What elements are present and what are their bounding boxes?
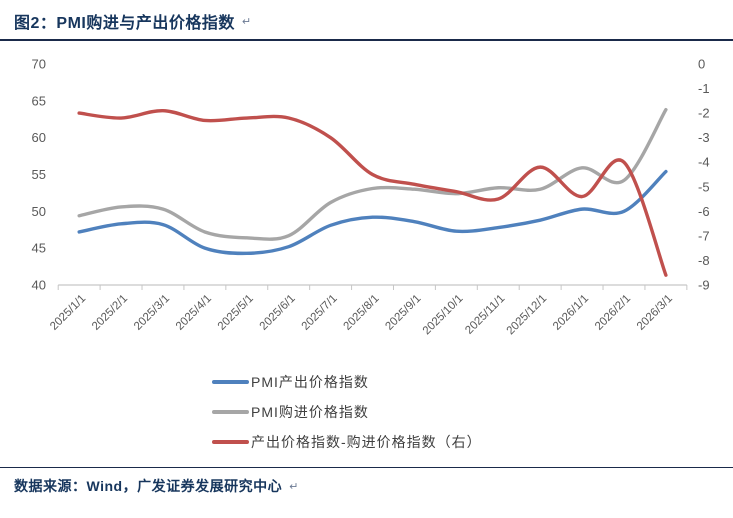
y-axis-right-tick-label: -8	[698, 253, 710, 268]
legend-swatch-blue-line	[212, 380, 249, 384]
y-axis-left-tick-label: 55	[32, 167, 46, 182]
y-axis-right-tick-label: -6	[698, 204, 710, 219]
x-axis-label: 2025/4/1	[174, 293, 214, 333]
y-axis-right-tick-label: -9	[698, 278, 710, 293]
x-axis-label: 2025/12/1	[505, 293, 550, 338]
x-axis-label: 2025/11/1	[463, 293, 507, 337]
figure-title-row: 图2：PMI购进与产出价格指数 ↵	[14, 9, 251, 33]
legend-item-output-price: PMI产出价格指数	[212, 367, 482, 397]
y-axis-right-tick-label: -1	[698, 81, 710, 96]
y-axis-right-tick-label: -2	[698, 106, 710, 121]
series-line-1	[77, 107, 668, 241]
x-axis-label: 2025/8/1	[342, 293, 382, 333]
y-axis-left-tick-label: 50	[32, 204, 46, 219]
paragraph-return-icon: ↵	[289, 480, 299, 493]
legend-swatch-gray-line	[212, 410, 249, 414]
y-axis-right-tick-label: -7	[698, 228, 710, 243]
figure-title: 图2：PMI购进与产出价格指数	[14, 15, 235, 32]
x-axis-label: 2025/10/1	[421, 293, 466, 338]
legend-swatch-red-line	[212, 440, 249, 444]
legend-label: PMI购进价格指数	[251, 404, 369, 420]
legend-item-input-price: PMI购进价格指数	[212, 397, 482, 427]
chart-canvas: 70 65 60 55 50 45 40 0 -1 -2 -3 -4 -5 -6 -7 -8 -9 2025/1/…	[32, 57, 710, 338]
title-divider	[0, 39, 733, 41]
footer-divider	[0, 467, 733, 468]
y-axis-left-tick-label: 65	[32, 93, 46, 108]
x-axis-label: 2025/5/1	[216, 293, 256, 333]
legend-label: PMI产出价格指数	[251, 374, 369, 390]
y-axis-left-tick-label: 60	[32, 130, 46, 145]
y-axis-right-tick-label: -4	[698, 155, 710, 170]
series-line-0	[77, 169, 668, 256]
y-axis-left-tick-label: 70	[32, 57, 46, 72]
x-axis-label: 2025/3/1	[132, 293, 172, 333]
x-axis-label: 2025/2/1	[90, 293, 130, 333]
x-axis-label: 2025/6/1	[258, 293, 298, 333]
x-axis-label: 2026/2/1	[593, 293, 633, 333]
legend-item-price-spread: 产出价格指数-购进价格指数（右）	[212, 427, 482, 457]
y-axis-right-tick-label: 0	[698, 57, 705, 72]
series-line-2	[77, 108, 668, 277]
x-axis-label: 2026/1/1	[551, 293, 591, 333]
y-axis-left-tick-label: 45	[32, 241, 46, 256]
source-note-row: 数据来源：Wind，广发证券发展研究中心 ↵	[14, 476, 298, 496]
legend-label: 产出价格指数-购进价格指数（右）	[251, 434, 482, 450]
y-axis-right-tick-label: -5	[698, 179, 710, 194]
pmi-price-index-chart: 70 65 60 55 50 45 40 0 -1 -2 -3 -4 -5 -6 -7 -8 -9 2025/1/…	[0, 48, 733, 372]
x-axis-label: 2025/7/1	[300, 293, 340, 333]
y-axis-left-tick-label: 40	[32, 278, 46, 293]
x-axis-label: 2025/9/1	[383, 293, 423, 333]
paragraph-return-icon: ↵	[241, 15, 252, 28]
chart-legend: PMI产出价格指数 PMI购进价格指数 产出价格指数-购进价格指数（右）	[212, 367, 482, 457]
source-note: 数据来源：Wind，广发证券发展研究中心	[14, 478, 283, 494]
x-axis-label: 2025/1/1	[48, 293, 88, 333]
y-axis-right-tick-label: -3	[698, 130, 710, 145]
x-axis-label: 2026/3/1	[635, 293, 675, 333]
